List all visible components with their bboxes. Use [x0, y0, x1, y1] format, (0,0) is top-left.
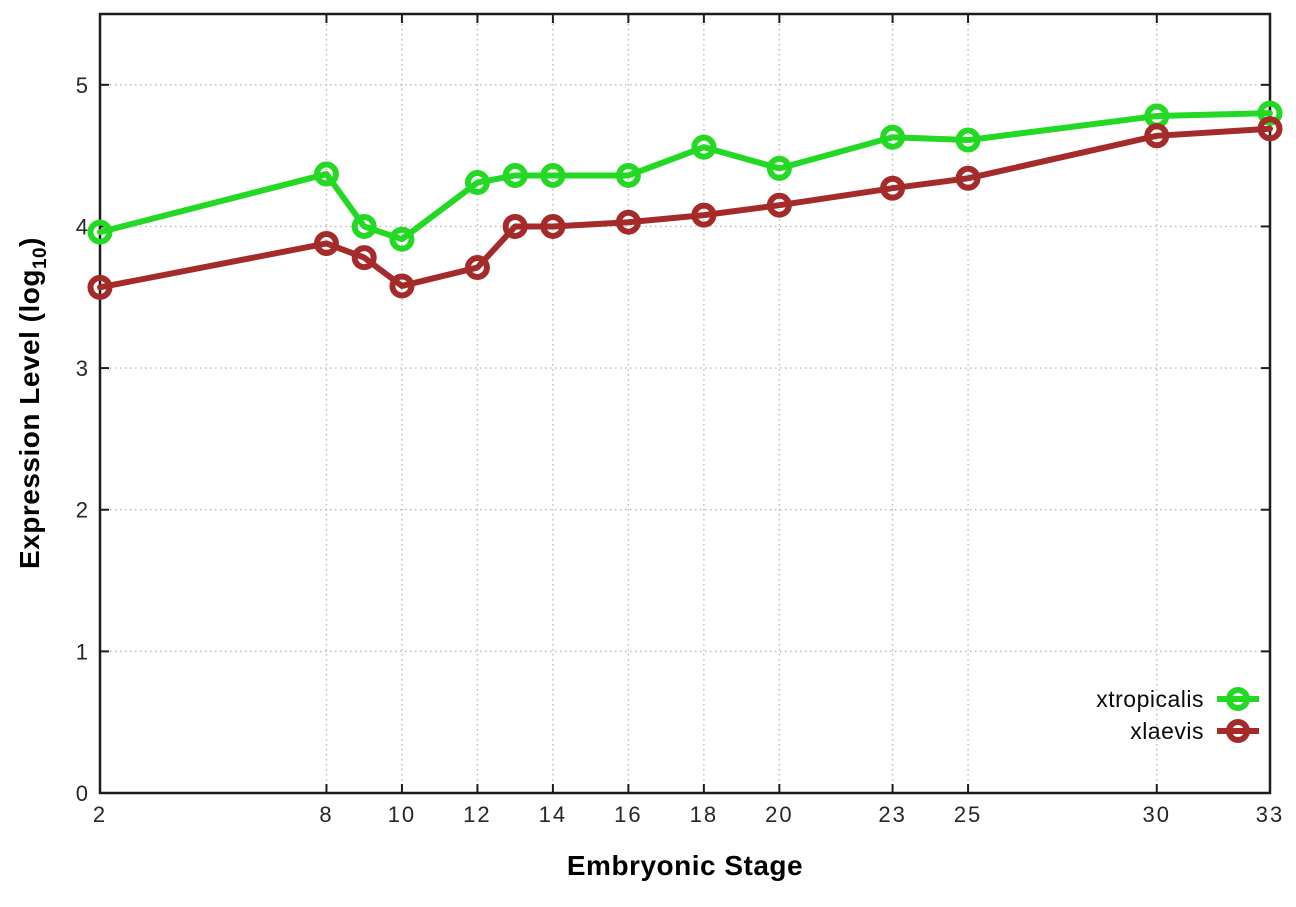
data-point-xtropicalis-stage-18: [691, 134, 717, 160]
data-point-xtropicalis-stage-2: [87, 219, 113, 245]
x-tick-label-8: 8: [319, 802, 333, 827]
data-point-xlaevis-stage-12: [464, 255, 490, 281]
x-tick-label-33: 33: [1256, 802, 1284, 827]
data-point-xtropicalis-stage-12: [464, 170, 490, 196]
x-axis-title: Embryonic Stage: [566, 850, 804, 881]
data-point-xlaevis-stage-10: [389, 273, 415, 299]
legend-label-xtropicalis: xtropicalis: [1096, 685, 1204, 712]
y-tick-label-3: 3: [76, 356, 88, 381]
data-point-xlaevis-stage-33: [1257, 116, 1283, 142]
data-point-xlaevis-stage-18: [691, 202, 717, 228]
legend-entry-xlaevis: xlaevis: [1096, 716, 1260, 746]
data-point-xtropicalis-stage-8: [313, 161, 339, 187]
x-tick-label-25: 25: [954, 802, 982, 827]
x-tick-label-23: 23: [878, 802, 906, 827]
data-point-xtropicalis-stage-20: [766, 155, 792, 181]
data-point-xlaevis-stage-23: [880, 175, 906, 201]
data-point-xtropicalis-stage-23: [880, 124, 906, 150]
data-point-xlaevis-stage-25: [955, 165, 981, 191]
x-tick-label-12: 12: [463, 802, 491, 827]
y-axis-title-close: ): [14, 237, 46, 247]
y-tick-label-0: 0: [76, 781, 88, 806]
legend-marker-xtropicalis-icon: [1217, 687, 1259, 711]
data-point-xtropicalis-stage-25: [955, 127, 981, 153]
x-tick-label-14: 14: [539, 802, 567, 827]
data-point-xtropicalis-stage-33: [1257, 100, 1283, 126]
y-tick-label-2: 2: [76, 498, 88, 523]
data-point-xlaevis-stage-2: [87, 274, 113, 300]
data-point-xtropicalis-stage-9: [351, 213, 377, 239]
x-tick-label-16: 16: [614, 802, 642, 827]
data-point-xlaevis-stage-8: [313, 230, 339, 256]
legend-marker-xlaevis-icon: [1217, 719, 1259, 743]
y-axis-title-subscript: 10: [29, 246, 51, 270]
data-point-xlaevis-stage-20: [766, 192, 792, 218]
data-point-xlaevis-stage-14: [540, 213, 566, 239]
x-tick-label-2: 2: [93, 802, 107, 827]
data-point-xlaevis-stage-16: [615, 209, 641, 235]
data-point-xlaevis-stage-9: [351, 245, 377, 271]
y-tick-label-1: 1: [76, 639, 88, 664]
x-tick-label-20: 20: [765, 802, 793, 827]
series-line-xtropicalis: [97, 110, 1273, 243]
data-point-xlaevis-stage-30: [1144, 123, 1170, 149]
y-tick-label-4: 4: [76, 214, 88, 239]
plot-border: [98, 12, 1272, 795]
data-point-xtropicalis-stage-13: [502, 162, 528, 188]
data-point-xtropicalis-stage-16: [615, 162, 641, 188]
data-point-xtropicalis-stage-14: [540, 162, 566, 188]
legend: xtropicalis xlaevis: [1096, 684, 1260, 746]
data-point-xtropicalis-stage-10: [389, 226, 415, 252]
legend-entry-xtropicalis: xtropicalis: [1096, 684, 1260, 714]
x-tick-label-18: 18: [690, 802, 718, 827]
y-tick-label-5: 5: [76, 73, 88, 98]
x-tick-label-30: 30: [1143, 802, 1171, 827]
x-tick-label-10: 10: [388, 802, 416, 827]
y-axis-title-text: Expression Level (log: [14, 269, 46, 569]
y-axis-title: Expression Level (log10): [14, 237, 52, 569]
data-point-xlaevis-stage-13: [502, 213, 528, 239]
legend-label-xlaevis: xlaevis: [1130, 717, 1204, 744]
